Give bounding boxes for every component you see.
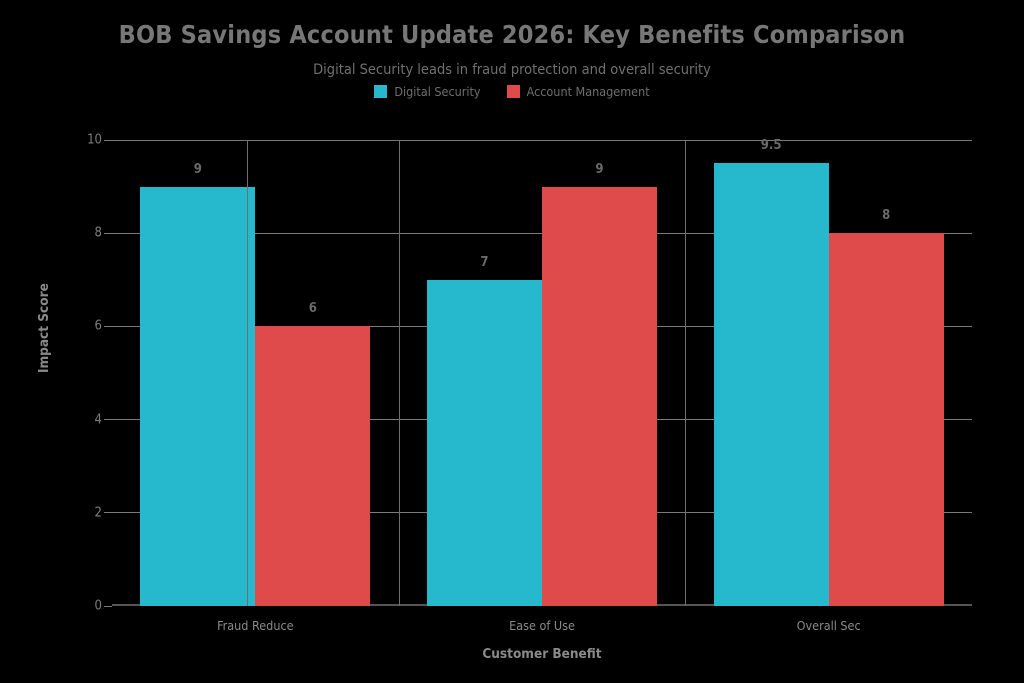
bar-value-label: 9 (193, 161, 202, 177)
y-tick-label: 2 (94, 505, 102, 521)
y-tick-label: 8 (94, 225, 102, 241)
y-tick-label: 6 (94, 318, 102, 334)
bar-value-label: 6 (308, 301, 317, 317)
plot-inner: 0 2 4 6 8 10 9 6 Fraud Reduce 7 9 Ease of Use 9.5 8 Ov… (87, 133, 972, 633)
legend-item-digital-security[interactable]: Digital Security (374, 84, 481, 99)
bar[interactable] (828, 233, 944, 606)
y-tick-label: 4 (94, 412, 102, 428)
bar[interactable] (713, 163, 829, 606)
y-tick-mark (104, 232, 112, 234)
bar[interactable] (255, 326, 371, 606)
legend-item-account-management[interactable]: Account Management (506, 84, 650, 99)
x-tick-label: Overall Sec (796, 618, 861, 633)
group-separator-gridline (685, 140, 686, 606)
legend-label: Account Management (526, 84, 650, 99)
group-separator-gridline (399, 140, 400, 606)
legend-swatch-icon (506, 85, 520, 98)
bar-value-label: 7 (480, 254, 489, 270)
chart-legend: Digital Security Account Management (0, 84, 1024, 99)
bar-value-label: 9.5 (760, 138, 782, 154)
plot-area: 0 2 4 6 8 10 9 6 Fraud Reduce 7 9 Ease of Use 9.5 8 Ov… (87, 133, 972, 633)
bar[interactable] (140, 186, 256, 606)
y-tick-mark (104, 139, 112, 141)
bar-value-label: 9 (595, 161, 604, 177)
legend-label: Digital Security (394, 84, 481, 99)
bar[interactable] (427, 279, 542, 606)
bar[interactable] (542, 186, 657, 606)
y-tick-mark (104, 419, 112, 421)
x-tick-label: Fraud Reduce (217, 618, 294, 633)
bar-value-label: 8 (882, 208, 891, 224)
y-gridline (112, 139, 972, 141)
x-tick-label: Ease of Use (509, 618, 575, 633)
chart-subtitle: Digital Security leads in fraud protecti… (313, 62, 711, 78)
y-tick-label: 10 (87, 132, 102, 148)
legend-swatch-icon (374, 85, 388, 98)
y-tick-mark (104, 512, 112, 514)
x-axis-title: Customer Benefit (482, 646, 602, 662)
chart-title: BOB Savings Account Update 2026: Key Ben… (118, 20, 906, 49)
group-separator-gridline (247, 140, 248, 606)
y-axis-title: Impact Score (36, 283, 52, 373)
y-tick-mark (104, 605, 112, 607)
y-tick-mark (104, 325, 112, 327)
y-tick-label: 0 (94, 598, 102, 614)
